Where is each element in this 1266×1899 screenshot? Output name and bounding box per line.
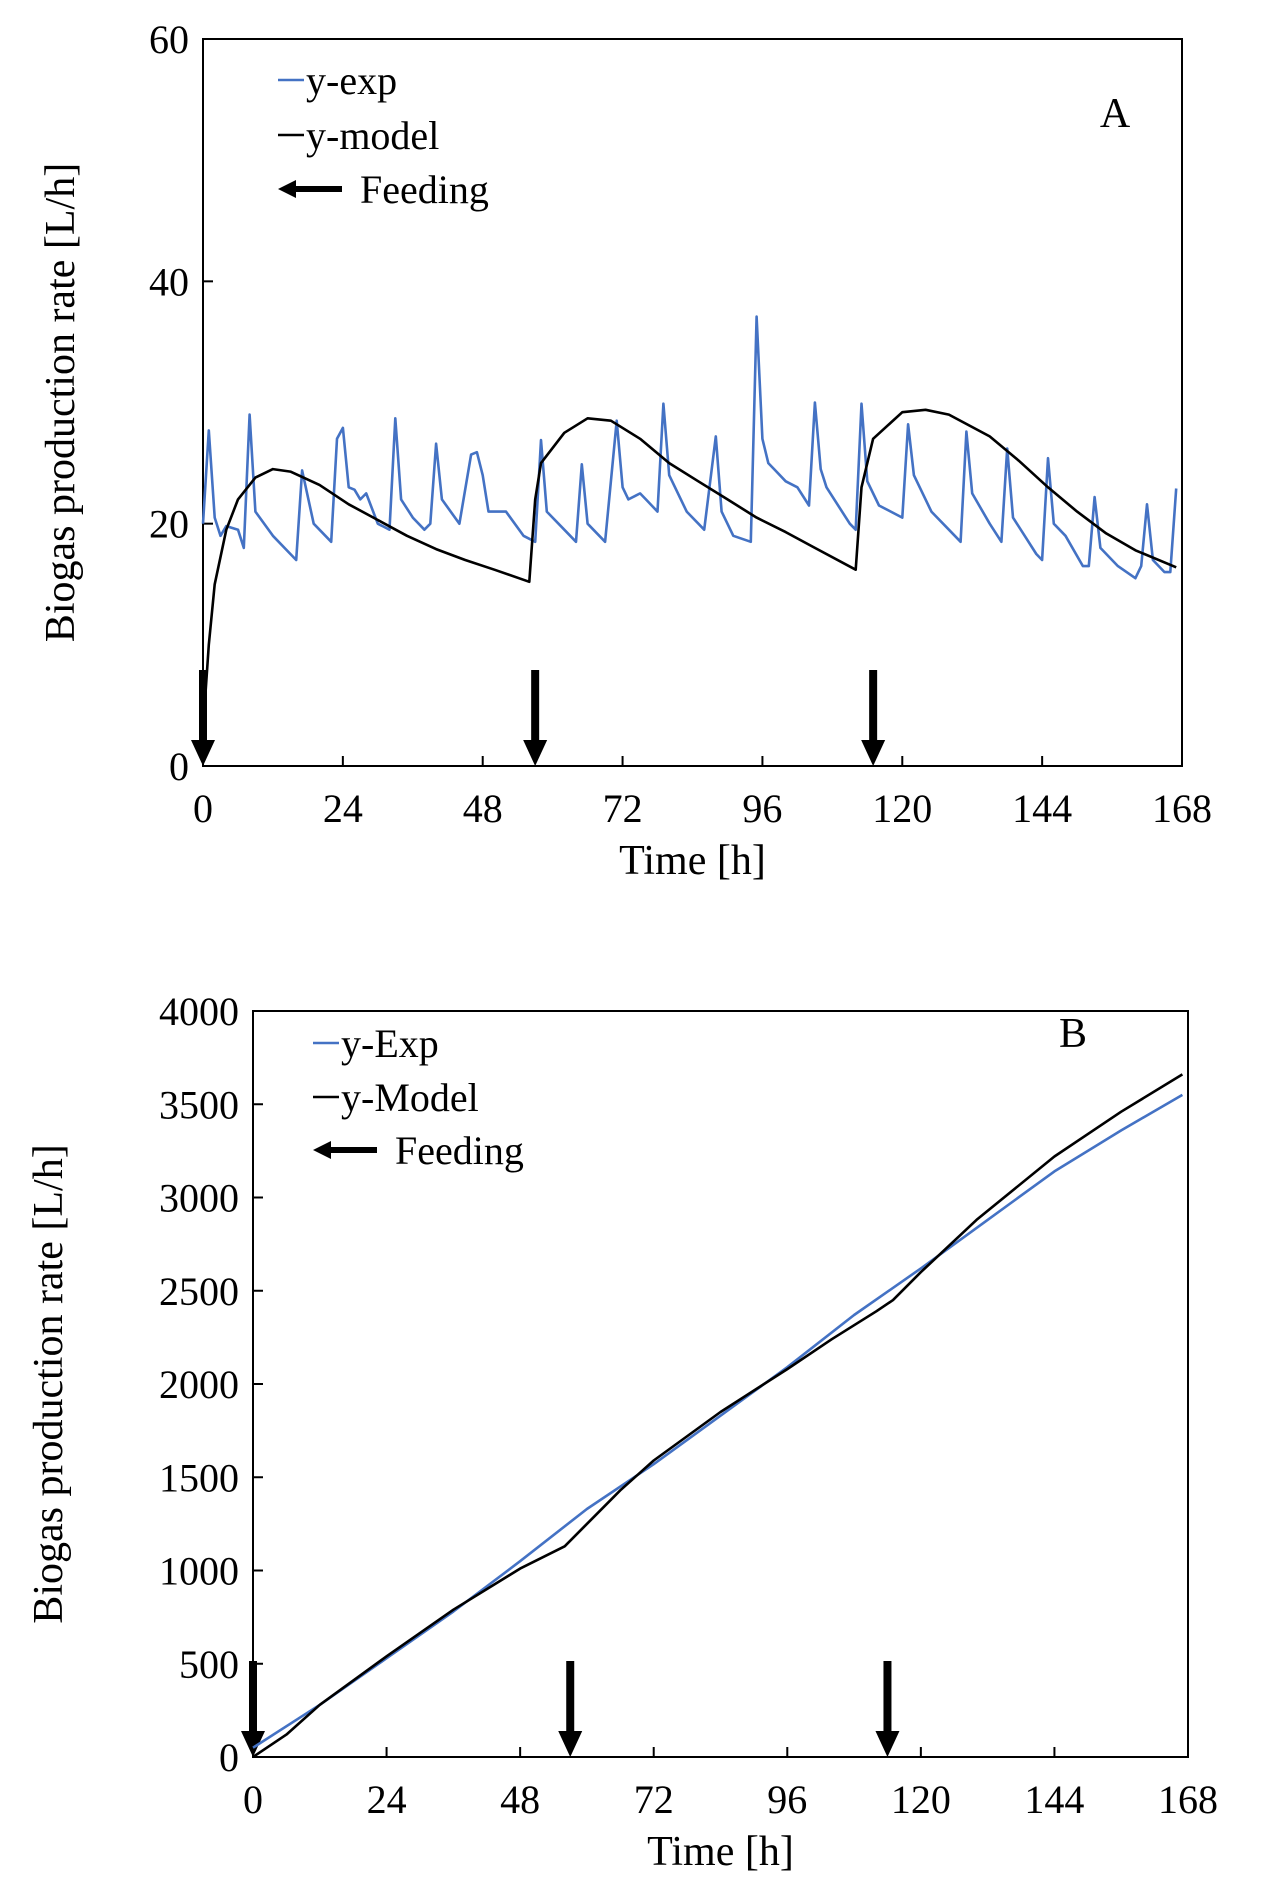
x-tick-label: 24 xyxy=(323,786,363,831)
y-axis-title: Biogas production rate [L/h] xyxy=(38,163,84,642)
feeding-arrow-head xyxy=(861,740,886,766)
x-tick-label: 48 xyxy=(500,1777,540,1822)
y-tick-label: 0 xyxy=(219,1735,239,1780)
chart-panel: 0 20 40 60 0 24 48 72 96 120 144 168 Time [h] Biogas … xyxy=(38,17,1212,884)
x-axis-title: Time [h] xyxy=(619,838,766,884)
feeding-arrow-head xyxy=(191,740,215,766)
panel-label: B xyxy=(1059,1011,1087,1057)
y-tick-label: 3500 xyxy=(159,1082,239,1127)
legend-label: y-exp xyxy=(306,58,397,103)
feeding-arrow-head xyxy=(875,1731,900,1757)
y-tick-label: 1500 xyxy=(159,1455,239,1500)
x-tick-label: 72 xyxy=(634,1777,674,1822)
x-tick-label: 120 xyxy=(872,786,932,831)
plot-frame xyxy=(202,38,1183,767)
y-tick-label: 2500 xyxy=(159,1269,239,1314)
x-tick-label: 0 xyxy=(193,786,213,831)
x-tick-label: 144 xyxy=(1012,786,1072,831)
x-tick-label: 144 xyxy=(1024,1777,1084,1822)
x-tick-label: 24 xyxy=(367,1777,407,1822)
feeding-arrow-head xyxy=(241,1731,265,1757)
y-tick-label: 4000 xyxy=(159,989,239,1034)
legend-label: y-model xyxy=(306,113,439,158)
y-tick-label: 0 xyxy=(169,744,189,789)
feeding-arrow-head xyxy=(523,740,548,766)
x-tick-label: 96 xyxy=(767,1777,807,1822)
legend-label: Feeding xyxy=(360,167,489,212)
feeding-arrow-head xyxy=(558,1731,583,1757)
legend-feeding-head xyxy=(278,180,296,198)
y-tick-label: 60 xyxy=(149,17,189,62)
y-axis-title: Biogas production rate [L/h] xyxy=(26,1144,72,1623)
x-tick-label: 48 xyxy=(463,786,503,831)
x-tick-label: 96 xyxy=(742,786,782,831)
panel-label: A xyxy=(1100,91,1131,137)
data-line xyxy=(252,1093,1184,1749)
y-tick-label: 3000 xyxy=(159,1176,239,1221)
y-tick-label: 2000 xyxy=(159,1362,239,1407)
x-tick-label: 120 xyxy=(891,1777,951,1822)
legend-label: y-Exp xyxy=(341,1021,439,1066)
legend-label: Feeding xyxy=(395,1128,524,1173)
x-tick-label: 168 xyxy=(1158,1777,1218,1822)
x-tick-label: 0 xyxy=(243,1777,263,1822)
legend-feeding-head xyxy=(313,1141,331,1159)
data-line xyxy=(201,408,1177,730)
data-line xyxy=(252,1073,1184,1759)
data-line xyxy=(201,315,1178,580)
legend-label: y-Model xyxy=(341,1075,479,1120)
x-axis-title: Time [h] xyxy=(647,1829,794,1875)
chart-panel: 0 500 1000 1500 2000 2500 3000 3500 4000 0 24 48 72 9… xyxy=(26,989,1218,1875)
y-tick-label: 1000 xyxy=(159,1549,239,1594)
x-tick-label: 168 xyxy=(1152,786,1212,831)
plot-frame xyxy=(252,1010,1189,1758)
y-tick-label: 40 xyxy=(149,259,189,304)
y-tick-label: 20 xyxy=(149,502,189,547)
y-tick-label: 500 xyxy=(179,1642,239,1687)
x-tick-label: 72 xyxy=(603,786,643,831)
